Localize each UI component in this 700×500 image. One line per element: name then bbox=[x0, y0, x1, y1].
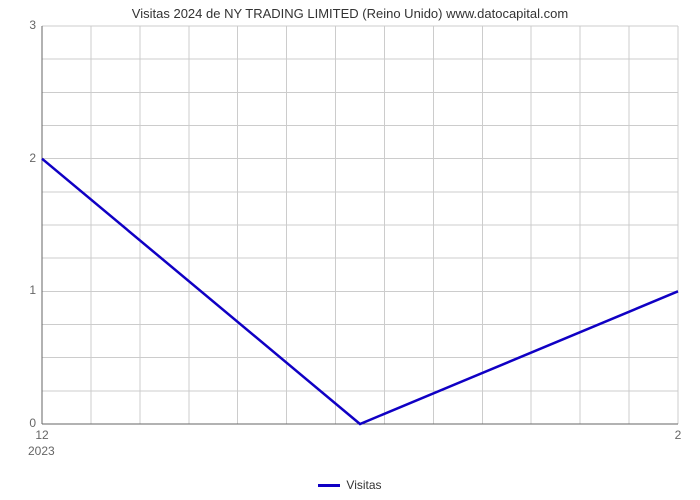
x-tick-label: 2 bbox=[668, 428, 688, 442]
x-sub-label: 2023 bbox=[28, 444, 55, 458]
y-tick-label: 2 bbox=[29, 151, 36, 165]
legend-label: Visitas bbox=[346, 478, 381, 492]
legend: Visitas bbox=[0, 477, 700, 492]
x-tick-label: 12 bbox=[32, 428, 52, 442]
y-tick-label: 1 bbox=[29, 283, 36, 297]
legend-swatch bbox=[318, 484, 340, 487]
chart-plot bbox=[0, 0, 700, 500]
y-tick-label: 3 bbox=[29, 18, 36, 32]
chart-container: { "chart": { "type": "line", "title": "V… bbox=[0, 0, 700, 500]
